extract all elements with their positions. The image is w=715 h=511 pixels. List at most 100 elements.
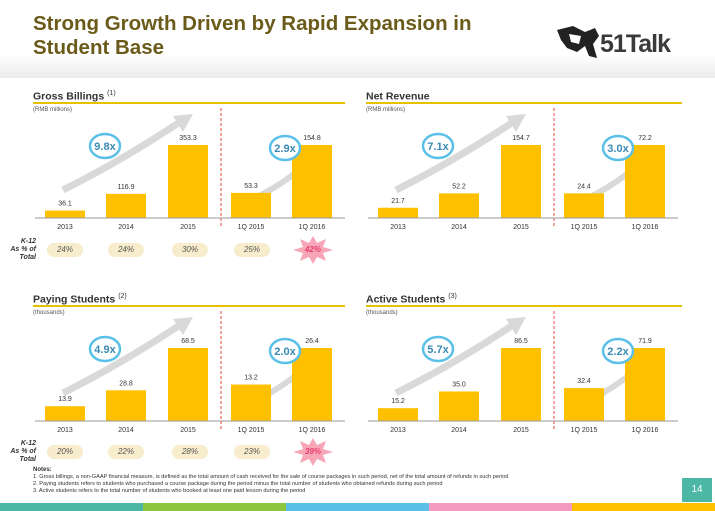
k12-pill: 22% (108, 445, 144, 459)
category-label: 2013 (390, 427, 406, 434)
annual-multiplier-badge (421, 132, 455, 160)
multiplier-text: 7.1x (427, 141, 449, 153)
bar (292, 348, 332, 421)
data-label: 116.9 (118, 184, 135, 191)
k12-label: K-12 As % of Total (10, 238, 36, 261)
bar (378, 207, 418, 218)
multiplier-text: 4.9x (94, 344, 116, 356)
growth-arrow-annual (61, 320, 185, 397)
category-label: 2013 (57, 427, 73, 434)
category-label: 2014 (118, 224, 134, 231)
arrowhead-icon (506, 317, 526, 335)
logo-mark (557, 26, 599, 58)
k12-label: K-12 As % of Total (10, 440, 36, 463)
multiplier-text: 2.9x (274, 143, 296, 155)
bar-chart: 21.7 2013 52.2 2014 154.7 2015 24.4 1Q 2015 72.2… (368, 108, 678, 231)
panel-unit: (thousands) (33, 310, 65, 316)
category-label: 1Q 2016 (632, 224, 659, 231)
logo-text: 51Talk (600, 30, 671, 58)
arrowhead-icon (506, 114, 526, 132)
data-label: 26.4 (305, 338, 319, 345)
data-label: 21.7 (391, 198, 405, 205)
data-label: 24.4 (577, 183, 591, 190)
panel-title: Gross Billings (1) (33, 90, 116, 103)
multiplier-text: 9.8x (94, 141, 116, 153)
bar (501, 348, 541, 421)
quarter-multiplier-badge (268, 337, 302, 365)
category-label: 2013 (390, 224, 406, 231)
category-label: 1Q 2015 (571, 224, 598, 231)
quarter-multiplier-badge (268, 134, 302, 162)
panel-title: Paying Students (2) (33, 293, 127, 306)
category-label: 2015 (513, 224, 529, 231)
data-label: 32.4 (577, 378, 591, 385)
title-underline (366, 102, 682, 104)
category-label: 2013 (57, 224, 73, 231)
bar (439, 391, 479, 421)
category-label: 2015 (180, 224, 196, 231)
data-label: 154.8 (303, 135, 321, 142)
category-label: 1Q 2016 (632, 427, 659, 434)
k12-pill: 25% (234, 243, 270, 257)
bar (501, 145, 541, 218)
data-label: 154.7 (512, 135, 530, 142)
k12-highlight-star: 39% (293, 438, 333, 466)
k12-highlight-star: 42% (293, 236, 333, 264)
panel-title: Net Revenue (366, 90, 430, 103)
bar (378, 408, 418, 421)
bar (106, 390, 146, 421)
multiplier-text: 2.0x (274, 346, 296, 358)
bar-chart: 36.1 2013 116.9 2014 353.3 2015 53.3 1Q 2015 154… (35, 108, 345, 231)
k12-star-value: 42% (304, 245, 321, 254)
arrowhead-icon (173, 114, 193, 132)
data-label: 35.0 (452, 381, 466, 388)
category-label: 2014 (451, 427, 467, 434)
data-label: 71.9 (638, 338, 652, 345)
category-label: 2015 (513, 427, 529, 434)
notes-heading: Notes: (33, 467, 52, 473)
category-label: 1Q 2016 (299, 224, 326, 231)
note-line: 2. Paying students refers to students wh… (33, 481, 443, 487)
multiplier-text: 3.0x (607, 143, 629, 155)
bar (106, 193, 146, 218)
page-number: 14 (682, 478, 712, 502)
panel-unit: (thousands) (366, 310, 398, 316)
data-label: 13.2 (244, 375, 258, 382)
category-label: 2014 (451, 224, 467, 231)
footnotes: Notes: 1. Gross billings, a non-GAAP fin… (33, 467, 663, 495)
title-underline (33, 305, 345, 307)
data-label: 86.5 (514, 338, 528, 345)
bar (231, 384, 271, 421)
bar (231, 192, 271, 218)
starburst-icon (293, 438, 333, 466)
data-label: 15.2 (391, 398, 405, 405)
page-title: Strong Growth Driven by Rapid Expansion … (33, 12, 472, 59)
quarter-multiplier-badge (601, 134, 635, 162)
bar (292, 145, 332, 218)
starburst-icon (293, 236, 333, 264)
category-label: 1Q 2015 (571, 427, 598, 434)
panel-active-students: Active Students (3) (thousands) 15.2 2013… (366, 293, 696, 493)
bar (564, 388, 604, 421)
panel-unit: (RMB millions) (33, 107, 72, 113)
bar (168, 348, 208, 421)
k12-pill: 30% (172, 243, 208, 257)
data-label: 52.2 (452, 183, 466, 190)
bar (625, 348, 665, 421)
data-label: 72.2 (638, 135, 652, 142)
data-label: 13.9 (58, 396, 72, 403)
k12-pill: 23% (234, 445, 270, 459)
category-label: 2015 (180, 427, 196, 434)
category-label: 2014 (118, 427, 134, 434)
bar-chart: 13.9 2013 28.8 2014 68.5 2015 13.2 1Q 2015 26.4 1… (35, 311, 345, 434)
panel-unit: (RMB millions) (366, 107, 405, 113)
data-label: 36.1 (58, 201, 72, 208)
k12-pill: 24% (47, 243, 83, 257)
quarter-multiplier-badge (601, 337, 635, 365)
growth-arrow-annual (394, 320, 518, 397)
arrowhead-icon (173, 317, 193, 335)
k12-pill: 20% (47, 445, 83, 459)
panel-gross-billings: Gross Billings (1) (RMB millions) 36.1 20… (33, 90, 363, 290)
category-label: 1Q 2015 (238, 224, 265, 231)
panel-net-revenue: Net Revenue (RMB millions) 21.7 2013 52.2 2… (366, 90, 696, 290)
